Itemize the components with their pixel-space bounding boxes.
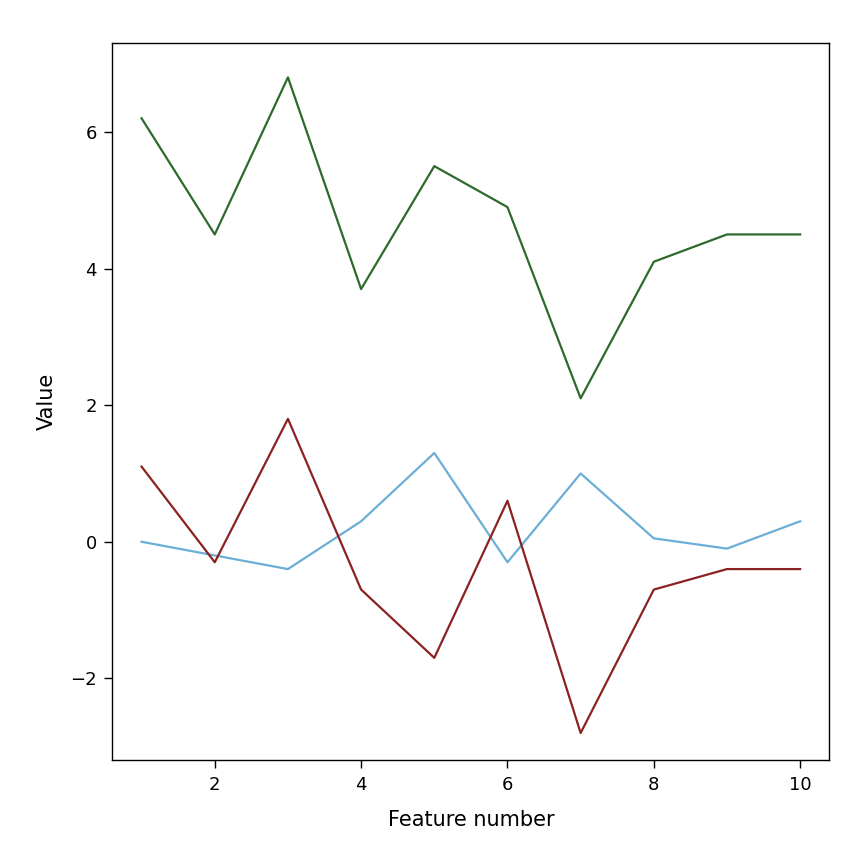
Y-axis label: Value: Value (36, 373, 56, 430)
X-axis label: Feature number: Feature number (388, 810, 554, 830)
